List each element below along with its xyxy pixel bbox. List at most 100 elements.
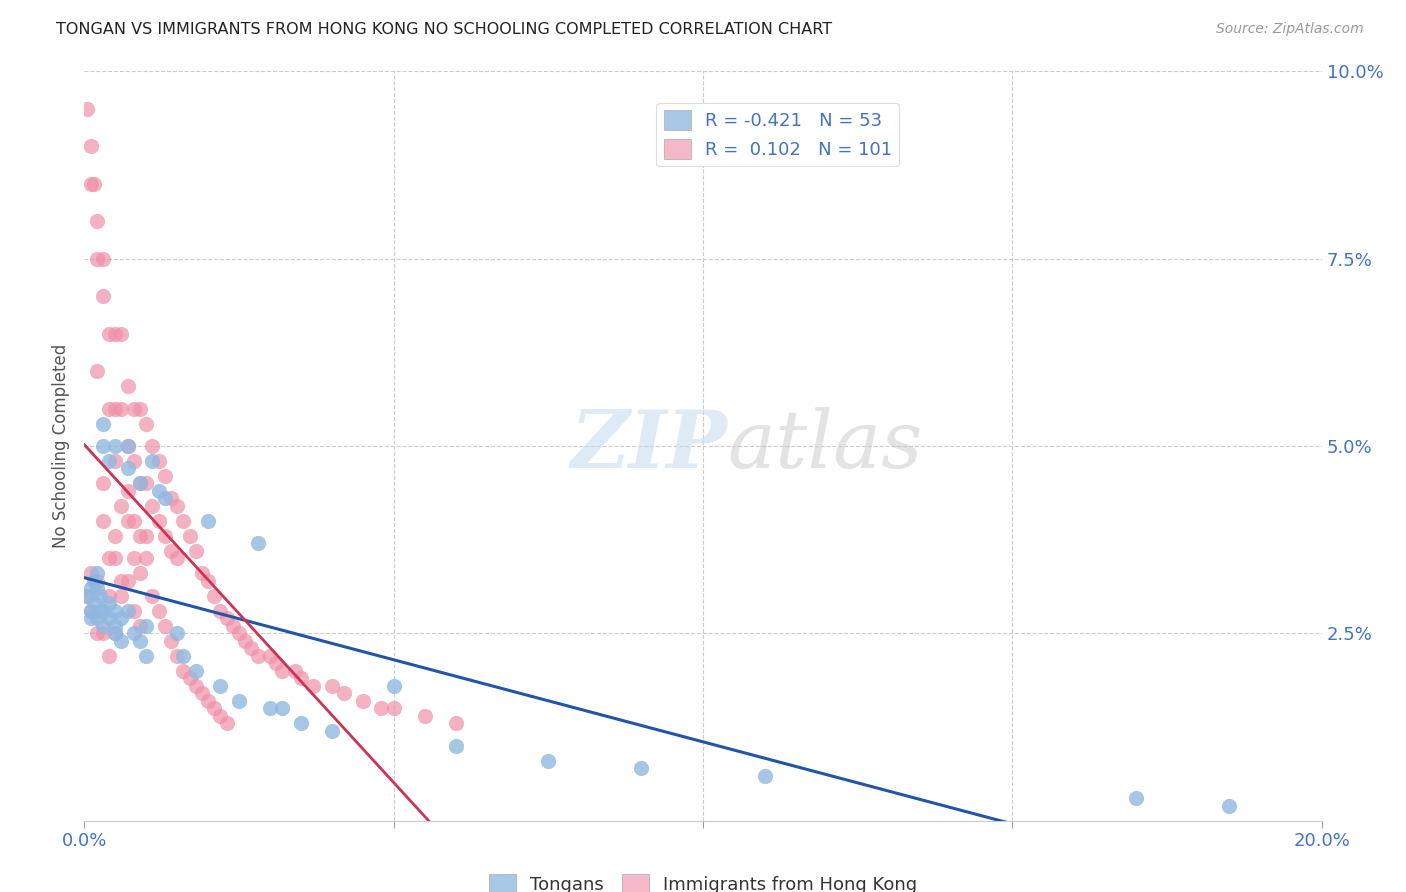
Point: [444, 739, 467, 753]
Point: [79, 604, 101, 618]
Point: [83, 574, 105, 588]
Point: [153, 491, 176, 506]
Point: [240, 641, 263, 656]
Legend: Tongans, Immigrants from Hong Kong: Tongans, Immigrants from Hong Kong: [481, 867, 925, 892]
Point: [135, 529, 157, 543]
Point: [160, 544, 183, 558]
Point: [86, 574, 108, 588]
Point: [129, 401, 152, 416]
Point: [117, 574, 139, 588]
Point: [104, 626, 127, 640]
Point: [271, 701, 294, 715]
Point: [321, 679, 343, 693]
Point: [184, 544, 207, 558]
Point: [91, 439, 114, 453]
Point: [153, 529, 176, 543]
Point: [135, 417, 157, 431]
Text: ZIP: ZIP: [571, 408, 728, 484]
Point: [184, 664, 207, 678]
Point: [83, 596, 105, 610]
Y-axis label: No Schooling Completed: No Schooling Completed: [52, 344, 70, 548]
Point: [222, 619, 245, 633]
Point: [246, 536, 269, 550]
Point: [117, 461, 139, 475]
Point: [754, 769, 776, 783]
Text: atlas: atlas: [728, 408, 924, 484]
Text: Source: ZipAtlas.com: Source: ZipAtlas.com: [1216, 22, 1364, 37]
Point: [148, 454, 170, 468]
Point: [79, 611, 101, 625]
Point: [382, 679, 405, 693]
Point: [271, 664, 294, 678]
Point: [129, 619, 152, 633]
Point: [153, 619, 176, 633]
Point: [135, 619, 157, 633]
Point: [630, 761, 652, 775]
Point: [117, 439, 139, 453]
Point: [122, 514, 145, 528]
Point: [110, 326, 132, 341]
Point: [110, 633, 132, 648]
Point: [352, 694, 374, 708]
Point: [246, 648, 269, 663]
Point: [215, 611, 238, 625]
Point: [86, 626, 108, 640]
Point: [104, 439, 127, 453]
Point: [98, 589, 121, 603]
Point: [83, 177, 105, 191]
Point: [333, 686, 356, 700]
Point: [98, 454, 121, 468]
Point: [86, 582, 108, 596]
Point: [122, 551, 145, 566]
Point: [172, 648, 194, 663]
Point: [259, 701, 281, 715]
Point: [79, 177, 101, 191]
Point: [259, 648, 281, 663]
Point: [117, 483, 139, 498]
Point: [290, 671, 312, 685]
Point: [197, 694, 219, 708]
Point: [86, 611, 108, 625]
Point: [104, 626, 127, 640]
Point: [413, 708, 436, 723]
Point: [117, 604, 139, 618]
Point: [166, 499, 188, 513]
Point: [104, 604, 127, 618]
Point: [191, 686, 214, 700]
Point: [141, 439, 163, 453]
Point: [104, 619, 127, 633]
Point: [264, 657, 287, 671]
Point: [91, 289, 114, 303]
Point: [129, 566, 152, 581]
Point: [104, 529, 127, 543]
Point: [166, 648, 188, 663]
Point: [91, 252, 114, 266]
Point: [302, 679, 325, 693]
Point: [91, 417, 114, 431]
Point: [135, 551, 157, 566]
Point: [86, 252, 108, 266]
Point: [129, 476, 152, 491]
Point: [86, 364, 108, 378]
Point: [202, 701, 225, 715]
Point: [117, 514, 139, 528]
Point: [172, 514, 194, 528]
Point: [172, 664, 194, 678]
Point: [122, 604, 145, 618]
Point: [79, 139, 101, 153]
Point: [153, 469, 176, 483]
Point: [228, 694, 250, 708]
Point: [197, 514, 219, 528]
Point: [160, 633, 183, 648]
Point: [370, 701, 392, 715]
Point: [98, 326, 121, 341]
Point: [110, 499, 132, 513]
Point: [79, 582, 101, 596]
Point: [76, 589, 98, 603]
Point: [197, 574, 219, 588]
Point: [209, 679, 232, 693]
Point: [209, 604, 232, 618]
Point: [110, 574, 132, 588]
Point: [1218, 798, 1240, 813]
Point: [122, 626, 145, 640]
